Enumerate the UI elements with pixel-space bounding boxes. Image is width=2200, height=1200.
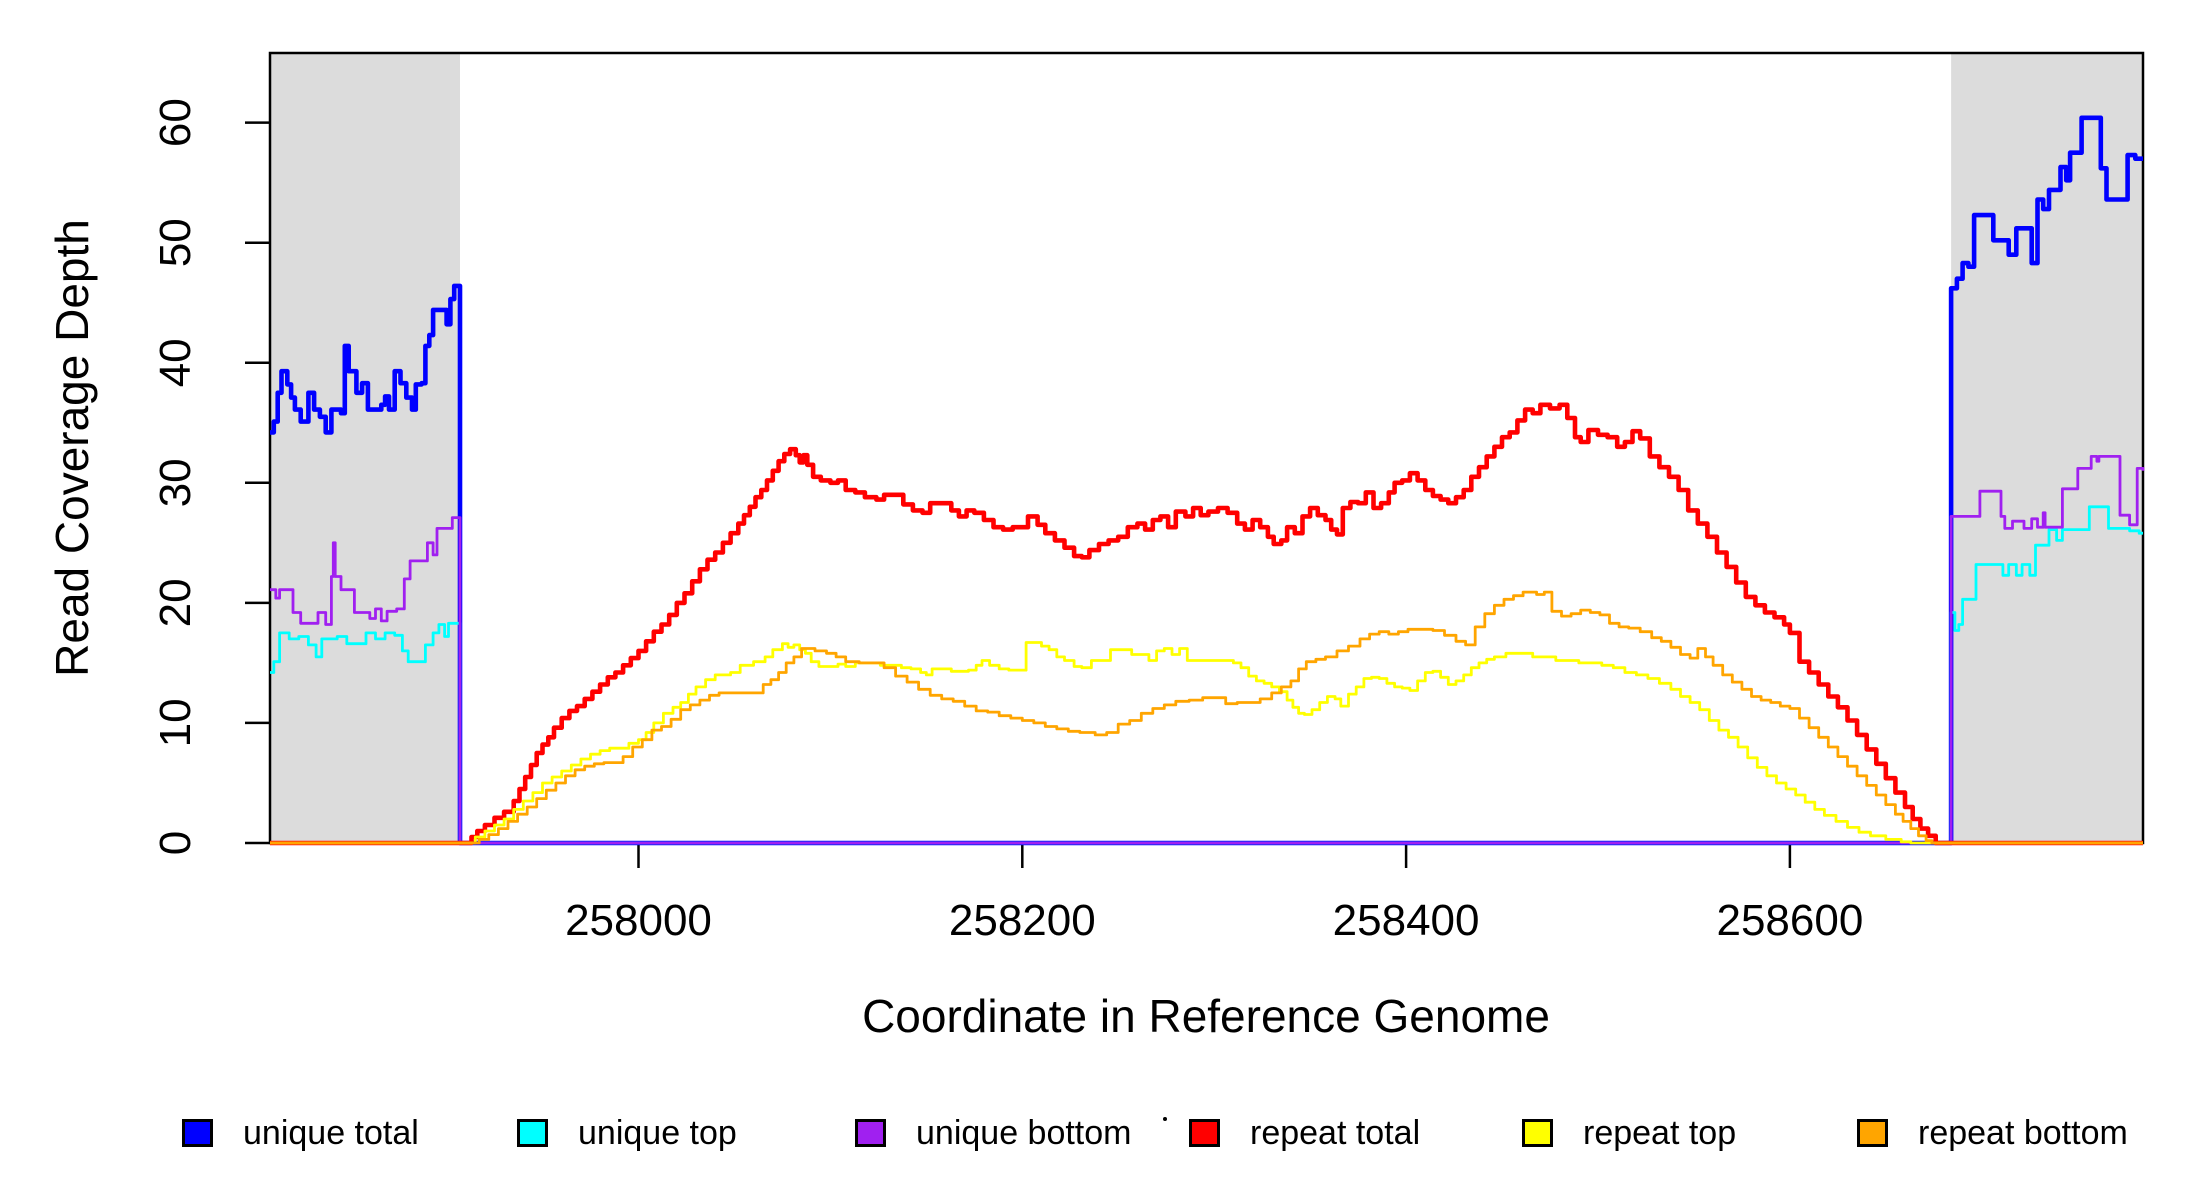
y-tick-label: 30 bbox=[151, 458, 200, 507]
legend: unique total unique top unique bottom re… bbox=[0, 1108, 2200, 1158]
shaded-region bbox=[270, 53, 460, 843]
legend-swatch-repeat-top-icon bbox=[1522, 1119, 1553, 1147]
series-line-unique-top bbox=[270, 505, 2143, 845]
series-line-repeat-top bbox=[270, 641, 2143, 845]
plot-box bbox=[268, 51, 2145, 845]
legend-item-unique-total: unique total bbox=[182, 1108, 419, 1158]
stray-dot bbox=[1163, 1117, 1167, 1121]
legend-item-repeat-top: repeat top bbox=[1522, 1108, 1736, 1158]
x-tick-label: 258200 bbox=[949, 896, 1096, 945]
legend-label: unique total bbox=[243, 1113, 419, 1152]
y-axis-title: Read Coverage Depth bbox=[46, 219, 98, 677]
legend-item-unique-top: unique top bbox=[517, 1108, 737, 1158]
series-line-unique-total bbox=[270, 115, 2143, 846]
legend-label: unique top bbox=[578, 1113, 737, 1152]
y-tick-label: 10 bbox=[151, 698, 200, 747]
y-tick-label: 40 bbox=[151, 338, 200, 387]
legend-item-repeat-total: repeat total bbox=[1189, 1108, 1420, 1158]
series-line-repeat-bottom bbox=[270, 590, 2143, 845]
x-tick-label: 258000 bbox=[565, 896, 712, 945]
shaded-region bbox=[1951, 53, 2143, 843]
legend-label: unique bottom bbox=[916, 1113, 1132, 1152]
legend-swatch-unique-bottom-icon bbox=[855, 1119, 886, 1147]
y-tick-label: 60 bbox=[151, 98, 200, 147]
y-tick-label: 20 bbox=[151, 578, 200, 627]
legend-item-repeat-bottom: repeat bottom bbox=[1857, 1108, 2128, 1158]
legend-swatch-unique-top-icon bbox=[517, 1119, 548, 1147]
legend-swatch-repeat-total-icon bbox=[1189, 1119, 1220, 1147]
legend-swatch-unique-total-icon bbox=[182, 1119, 213, 1147]
legend-swatch-repeat-bottom-icon bbox=[1857, 1119, 1888, 1147]
series-line-repeat-total bbox=[270, 402, 2143, 846]
series-line-unique-bottom bbox=[270, 455, 2145, 845]
x-tick-label: 258600 bbox=[1716, 896, 1863, 945]
legend-label: repeat total bbox=[1250, 1113, 1421, 1152]
x-axis-title: Coordinate in Reference Genome bbox=[862, 990, 1550, 1042]
legend-label: repeat bottom bbox=[1918, 1113, 2128, 1152]
legend-item-unique-bottom: unique bottom bbox=[855, 1108, 1132, 1158]
y-tick-label: 50 bbox=[151, 218, 200, 267]
y-tick-label: 0 bbox=[151, 831, 200, 855]
legend-label: repeat top bbox=[1583, 1113, 1737, 1152]
x-tick-label: 258400 bbox=[1333, 896, 1480, 945]
